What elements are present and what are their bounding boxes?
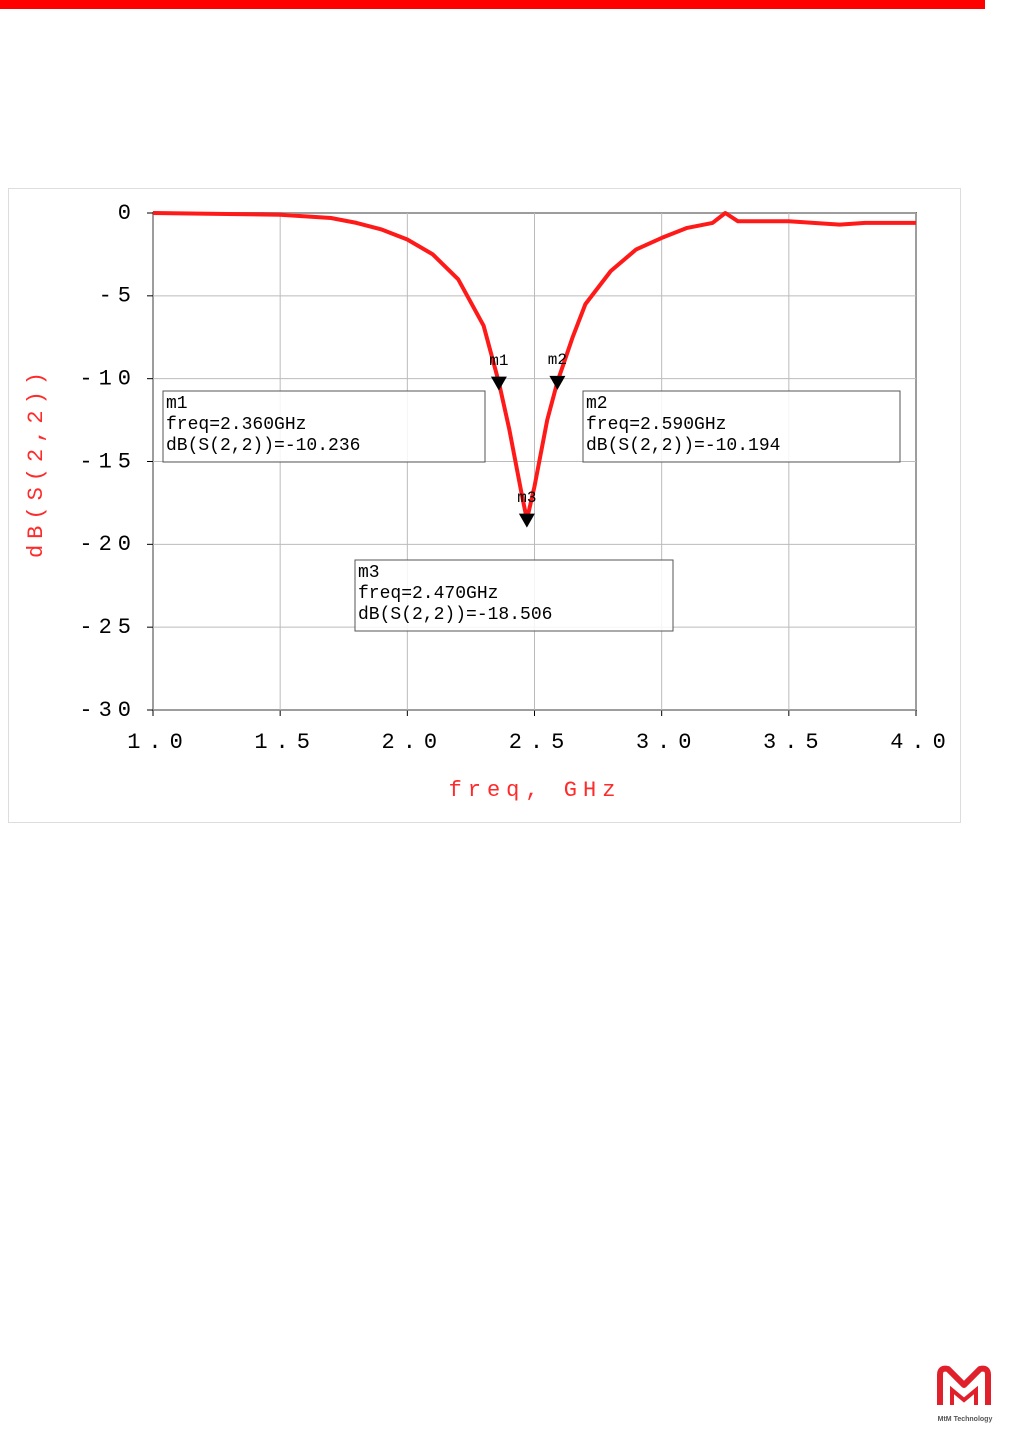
y-tick-label: 0 — [118, 201, 137, 226]
header-bar — [0, 0, 985, 9]
marker-readout-line: m3 — [358, 563, 380, 583]
x-tick-label: 3.5 — [763, 730, 827, 755]
x-tick-label: 2.5 — [509, 730, 573, 755]
logo-text: MtM Technology — [938, 1416, 993, 1423]
marker-readout-line: dB(S(2,2))=-10.194 — [586, 436, 780, 456]
data-line — [152, 211, 916, 522]
chart-frame — [8, 188, 961, 823]
marker-readout-box — [162, 390, 486, 463]
logo: MtM Technology — [937, 1365, 993, 1423]
marker — [518, 513, 535, 528]
marker-readout-line: dB(S(2,2))=-18.506 — [358, 605, 552, 625]
y-tick-label: -10 — [79, 366, 137, 391]
x-axis-label: freq, GHz — [449, 778, 622, 803]
x-tick-label: 1.0 — [127, 730, 191, 755]
y-axis-label: dB(S(2,2)) — [24, 366, 49, 558]
marker — [490, 376, 507, 391]
marker-readout-box — [354, 559, 674, 632]
x-tick-label: 2.0 — [382, 730, 446, 755]
logo-mark-inner — [950, 1385, 978, 1405]
marker-readout-line: freq=2.470GHz — [358, 584, 498, 604]
y-tick-label: -15 — [79, 449, 137, 474]
marker-readout-box — [582, 390, 901, 463]
x-tick-label: 3.0 — [636, 730, 700, 755]
y-tick-label: -20 — [79, 532, 137, 557]
marker-readout-line: m2 — [586, 394, 608, 414]
marker-readout-line: freq=2.360GHz — [166, 415, 306, 435]
marker-readout-line: freq=2.590GHz — [586, 415, 726, 435]
marker-label: m2 — [548, 351, 567, 369]
marker — [549, 375, 566, 390]
x-tick-label: 1.5 — [254, 730, 318, 755]
marker-readout-line: dB(S(2,2))=-10.236 — [166, 436, 360, 456]
y-tick-label: -25 — [79, 615, 137, 640]
logo-mark — [937, 1365, 991, 1405]
marker-label: m1 — [489, 352, 508, 370]
marker-readout-line: m1 — [166, 394, 188, 414]
marker-label: m3 — [517, 489, 536, 507]
y-tick-label: -30 — [79, 698, 137, 723]
y-tick-label: -5 — [99, 284, 137, 309]
x-tick-label: 4.0 — [890, 730, 954, 755]
